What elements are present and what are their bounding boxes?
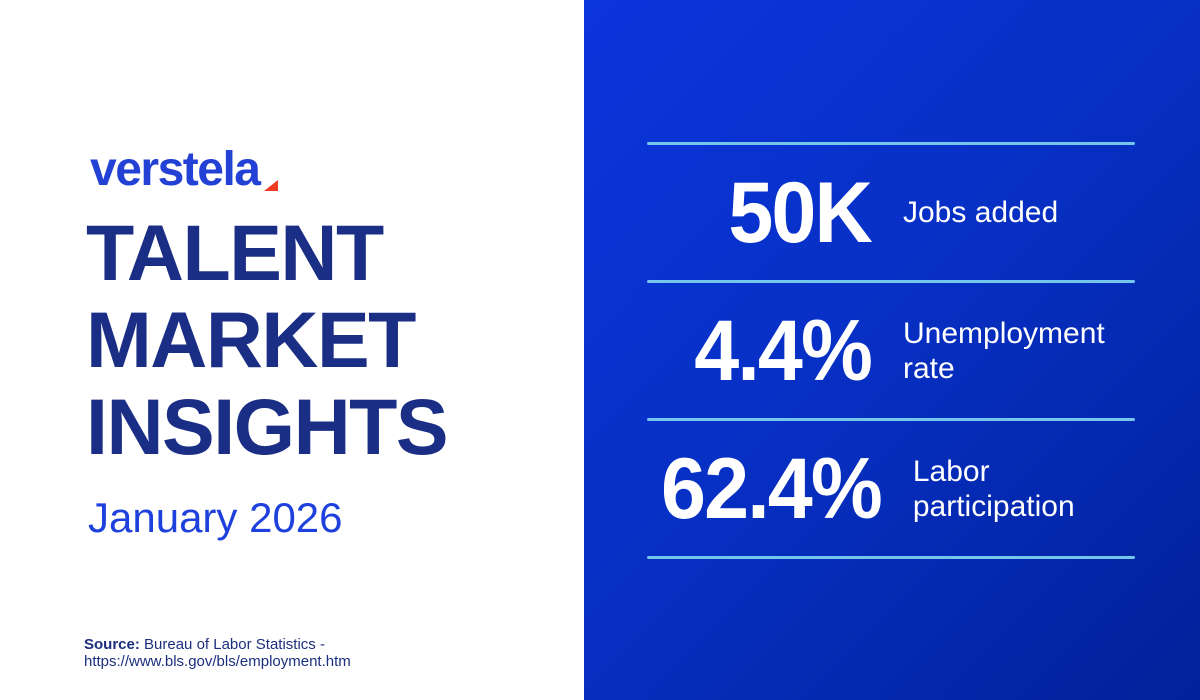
stat-label-unemployment-rate: Unemployment rate — [903, 316, 1105, 385]
stat-value-unemployment-rate: 4.4% — [694, 302, 873, 399]
divider-line — [647, 556, 1135, 559]
divider-line — [647, 142, 1135, 145]
stats-panel: 50K Jobs added 4.4% Unemployment rate 62… — [584, 0, 1200, 700]
source-text: Bureau of Labor Statistics - https://www… — [84, 636, 351, 670]
report-date: January 2026 — [88, 494, 343, 541]
stat-row-labor-participation: 62.4% Labor participation — [647, 421, 1135, 556]
red-corner-triangle-icon — [264, 180, 279, 191]
stat-label-labor-participation: Labor participation — [912, 454, 1075, 523]
divider-line — [647, 280, 1135, 283]
stat-label-jobs-added: Jobs added — [903, 196, 1059, 229]
source-citation: Source: Bureau of Labor Statistics - htt… — [84, 636, 584, 670]
stat-row-jobs-added: 50K Jobs added — [647, 145, 1135, 280]
left-content-panel: verstela TALENT MARKET INSIGHTS January … — [0, 0, 584, 700]
divider-line — [647, 418, 1135, 421]
source-label: Source: — [84, 636, 140, 653]
stat-row-unemployment-rate: 4.4% Unemployment rate — [647, 283, 1135, 418]
brand-logo-text: verstela — [90, 143, 261, 196]
stat-value-jobs-added: 50K — [728, 164, 873, 261]
stat-value-labor-participation: 62.4% — [661, 440, 883, 537]
page-title: TALENT MARKET INSIGHTS — [86, 208, 449, 471]
brand-logo: verstela — [90, 143, 279, 196]
